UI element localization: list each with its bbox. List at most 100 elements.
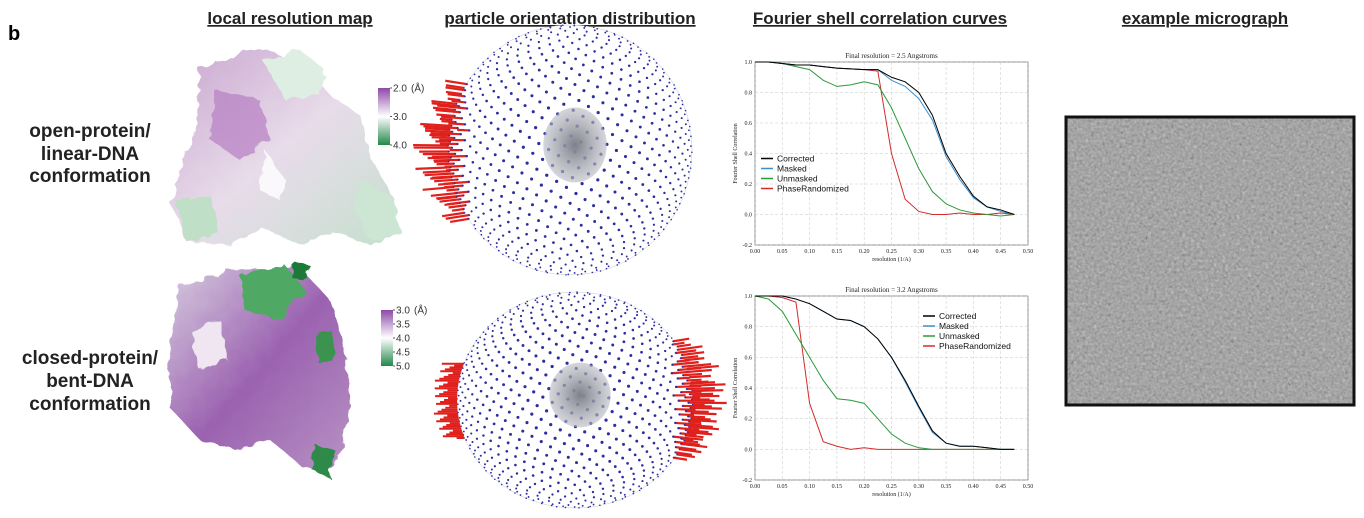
orientation-dot	[639, 245, 642, 248]
orientation-dot	[594, 476, 598, 480]
orientation-dot	[512, 333, 516, 337]
orientation-dot	[551, 299, 554, 303]
orientation-dot	[497, 319, 500, 322]
orientation-dot	[454, 121, 457, 124]
orientation-dot	[455, 192, 458, 194]
orientation-spike	[685, 410, 709, 413]
x-tick-label: 0.25	[886, 484, 897, 490]
orientation-dot	[456, 142, 459, 146]
orientation-spike	[445, 86, 466, 92]
orientation-dot	[642, 322, 645, 325]
orientation-dot	[653, 321, 656, 324]
orientation-dot	[583, 430, 587, 434]
orientation-dot	[683, 113, 686, 116]
orientation-dot	[664, 411, 668, 414]
orientation-dot	[688, 393, 691, 396]
legend-label: Corrected	[939, 311, 977, 321]
orientation-dot	[494, 179, 498, 182]
orientation-dot	[534, 340, 538, 344]
orientation-dot	[504, 86, 508, 89]
orientation-dot	[666, 197, 669, 201]
orientation-dot	[465, 418, 468, 421]
orientation-dot	[599, 75, 603, 79]
orientation-dot	[659, 185, 662, 189]
orientation-dot	[556, 55, 560, 58]
orientation-dot	[589, 341, 593, 345]
orientation-dot	[613, 190, 617, 194]
orientation-dot	[651, 378, 655, 382]
orientation-dot	[505, 449, 509, 453]
orientation-dot	[644, 395, 647, 399]
orientation-dot	[541, 345, 545, 349]
orientation-dot	[639, 403, 643, 407]
orientation-dot	[464, 396, 467, 399]
orientation-dot	[674, 206, 677, 209]
orientation-dot	[469, 447, 471, 450]
orientation-dot	[596, 324, 600, 328]
orientation-dot	[566, 455, 570, 459]
orientation-dot	[549, 423, 553, 427]
orientation-spike	[675, 446, 697, 451]
orientation-dot	[476, 352, 479, 355]
orientation-dot	[470, 360, 474, 363]
orientation-dot	[641, 480, 644, 483]
orientation-dot	[622, 370, 626, 374]
orientation-dot	[453, 182, 456, 185]
orientation-dot	[677, 178, 680, 181]
orientation-spike	[441, 211, 465, 218]
orientation-dot	[596, 178, 600, 182]
orientation-dot	[518, 129, 522, 133]
orientation-dot	[506, 485, 509, 488]
orientation-dot	[545, 453, 549, 457]
orientation-dot	[629, 488, 632, 491]
orientation-dot	[605, 313, 608, 316]
orientation-dot	[450, 124, 453, 127]
orientation-spike	[675, 349, 697, 355]
orientation-dot	[497, 95, 500, 99]
orientation-dot	[627, 64, 631, 68]
orientation-dot	[681, 418, 684, 421]
orientation-dot	[471, 79, 474, 82]
orientation-dot	[532, 321, 536, 325]
orientation-dot	[534, 229, 538, 232]
orientation-dot	[640, 334, 643, 337]
orientation-dot	[479, 230, 482, 232]
orientation-dot	[640, 309, 642, 312]
orientation-dot	[502, 101, 506, 105]
orientation-dot	[471, 441, 474, 444]
orientation-dot	[559, 271, 562, 273]
orientation-dot	[663, 438, 666, 442]
orientation-dot	[612, 250, 615, 254]
orientation-dot	[536, 327, 540, 330]
orientation-dot	[677, 368, 680, 372]
orientation-dot	[681, 365, 684, 368]
orientation-dot	[656, 65, 659, 68]
orientation-dot	[622, 481, 626, 484]
orientation-dot	[484, 222, 488, 225]
orientation-dot	[512, 424, 516, 428]
orientation-dot	[548, 351, 552, 355]
y-tick-label: -0.2	[743, 243, 753, 249]
orientation-dot	[479, 454, 482, 457]
x-tick-label: 0.05	[777, 484, 788, 490]
orientation-dot	[559, 27, 562, 30]
orientation-dot	[505, 248, 508, 251]
orientation-spike	[437, 104, 468, 110]
orientation-dot	[669, 462, 672, 464]
orientation-dot	[596, 111, 600, 115]
orientation-dot	[495, 111, 499, 115]
orientation-dot	[643, 233, 646, 236]
orientation-dot	[630, 304, 632, 307]
orientation-dot	[523, 104, 527, 108]
x-tick-label: 0.25	[886, 249, 897, 255]
orientation-dot	[578, 506, 580, 509]
orientation-dot	[498, 204, 502, 208]
orientation-dot	[621, 456, 625, 460]
orientation-dot	[621, 475, 624, 479]
orientation-dot	[494, 478, 496, 480]
orientation-dot	[614, 148, 618, 153]
orientation-spike	[429, 133, 450, 137]
orientation-dot	[593, 333, 597, 336]
orientation-dot	[573, 506, 576, 508]
orientation-dot	[651, 217, 655, 220]
